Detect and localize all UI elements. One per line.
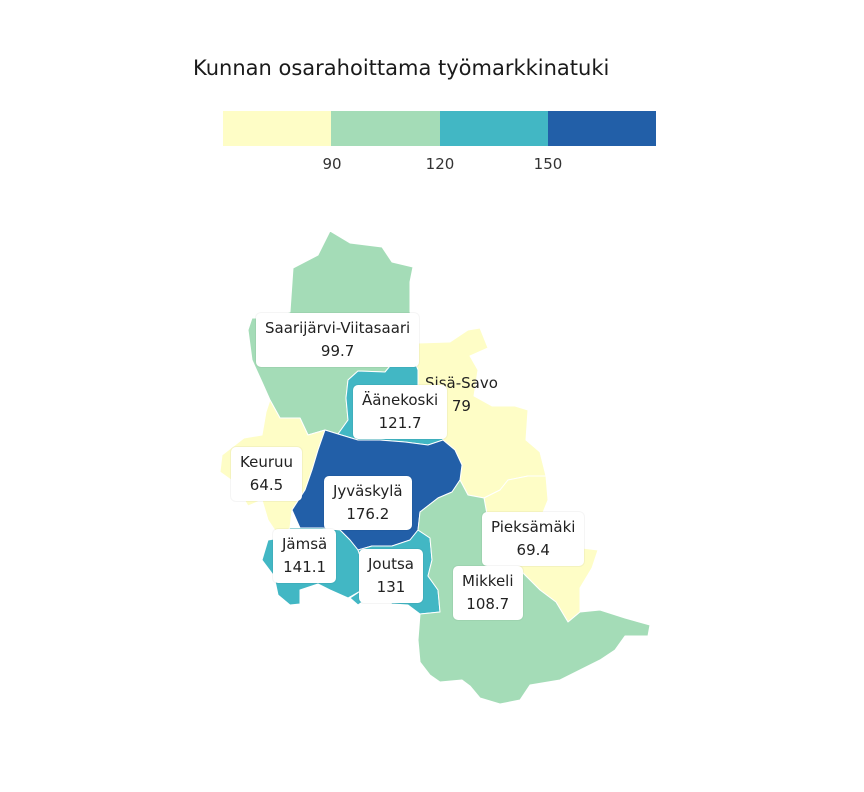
region-name: Äänekoski bbox=[362, 391, 439, 409]
region-label-joutsa: Joutsa 131 bbox=[359, 549, 423, 603]
region-value: 108.7 bbox=[466, 595, 510, 613]
region-label-pieksamaki: Pieksämäki 69.4 bbox=[482, 512, 585, 566]
region-name: Pieksämäki bbox=[491, 518, 576, 536]
legend-swatch-2 bbox=[331, 111, 440, 146]
region-name: Saarijärvi-Viitasaari bbox=[265, 319, 411, 337]
legend-swatch-3 bbox=[439, 111, 548, 146]
region-value: 141.1 bbox=[283, 558, 327, 576]
region-label-jamsa: Jämsä 141.1 bbox=[273, 529, 337, 583]
map-title: Kunnan osarahoittama työmarkkinatuki bbox=[193, 56, 610, 80]
region-name: Jämsä bbox=[282, 535, 328, 553]
legend-tick: 150 bbox=[533, 155, 563, 173]
color-legend bbox=[223, 111, 656, 146]
region-name: Joutsa bbox=[368, 555, 414, 573]
region-name: Jyväskylä bbox=[333, 482, 403, 500]
region-value: 64.5 bbox=[249, 476, 284, 494]
region-label-aanekoski: Äänekoski 121.7 bbox=[353, 385, 448, 439]
region-value: 131 bbox=[376, 578, 406, 596]
region-name: Keuruu bbox=[240, 453, 294, 471]
region-label-jyvaskyla: Jyväskylä 176.2 bbox=[324, 476, 412, 530]
region-value: 99.7 bbox=[320, 342, 355, 360]
legend-tick: 120 bbox=[425, 155, 455, 173]
region-name: Mikkeli bbox=[462, 572, 514, 590]
region-value: 69.4 bbox=[516, 541, 550, 559]
legend-swatch-4 bbox=[547, 111, 656, 146]
region-label-keuruu: Keuruu 64.5 bbox=[231, 447, 303, 501]
region-value: 79 bbox=[451, 397, 471, 415]
legend-swatch-1 bbox=[223, 111, 332, 146]
region-label-mikkeli: Mikkeli 108.7 bbox=[453, 566, 523, 620]
region-value: 121.7 bbox=[378, 414, 422, 432]
region-value: 176.2 bbox=[346, 505, 390, 523]
legend-tick: 90 bbox=[322, 155, 342, 173]
region-label-saarijarvi-viitasaari: Saarijärvi-Viitasaari 99.7 bbox=[256, 313, 420, 367]
